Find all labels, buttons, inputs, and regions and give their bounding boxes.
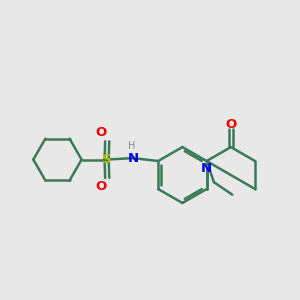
Text: O: O bbox=[95, 126, 106, 139]
Text: S: S bbox=[102, 153, 111, 166]
Text: N: N bbox=[128, 152, 139, 165]
Text: H: H bbox=[128, 141, 135, 151]
Text: O: O bbox=[95, 180, 106, 193]
Text: N: N bbox=[201, 162, 212, 175]
Text: O: O bbox=[225, 118, 236, 130]
